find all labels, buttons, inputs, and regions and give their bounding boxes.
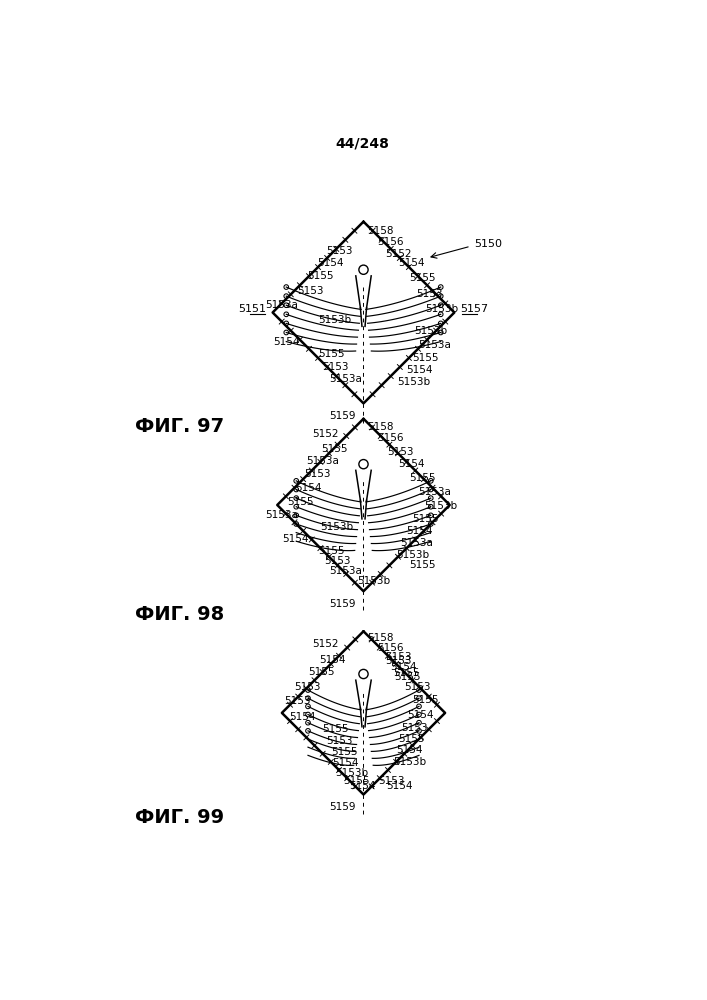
Text: 5159: 5159 (329, 599, 356, 609)
Text: 5155: 5155 (343, 776, 370, 786)
Text: 5154: 5154 (396, 745, 423, 755)
Text: 5154: 5154 (274, 337, 300, 347)
Text: 5153a: 5153a (265, 300, 298, 310)
Text: 5153: 5153 (284, 696, 310, 706)
Text: 5153b: 5153b (396, 550, 429, 560)
Text: 5153b: 5153b (320, 522, 354, 532)
Text: 5155: 5155 (393, 668, 419, 678)
Text: 5154: 5154 (296, 483, 322, 493)
Text: 5153: 5153 (401, 723, 428, 733)
Text: 5155: 5155 (409, 273, 436, 283)
Text: 5155: 5155 (411, 514, 438, 524)
Text: 5153a: 5153a (265, 510, 298, 520)
Text: 5155: 5155 (399, 734, 425, 744)
Text: 5153: 5153 (387, 447, 414, 457)
Text: 5154: 5154 (407, 365, 433, 375)
Text: 5152: 5152 (312, 429, 339, 439)
Text: 5153b: 5153b (414, 326, 448, 336)
Text: ФИГ. 97: ФИГ. 97 (135, 417, 224, 436)
Text: 5150: 5150 (474, 239, 503, 249)
Text: 5153: 5153 (295, 682, 321, 692)
Text: 5153a: 5153a (418, 340, 451, 350)
Text: 5154: 5154 (349, 781, 375, 791)
Text: 5155: 5155 (322, 444, 348, 454)
Text: 5153a: 5153a (306, 456, 339, 466)
Text: 5158: 5158 (368, 633, 394, 643)
Text: 5159: 5159 (329, 411, 356, 421)
Text: 5154: 5154 (398, 258, 424, 268)
Text: 5153a: 5153a (418, 487, 450, 497)
Text: ФИГ. 99: ФИГ. 99 (135, 808, 224, 827)
Text: 5158: 5158 (368, 226, 394, 236)
Text: 5155: 5155 (307, 271, 334, 281)
Text: 5153: 5153 (385, 652, 411, 662)
Text: 5156: 5156 (378, 643, 404, 653)
Text: 5155: 5155 (322, 724, 349, 734)
Text: 5151: 5151 (238, 304, 267, 314)
Text: 5154: 5154 (398, 459, 424, 469)
Text: 5156: 5156 (378, 433, 404, 443)
Text: 5155: 5155 (308, 667, 335, 677)
Text: 5154: 5154 (283, 534, 309, 544)
Text: 5153: 5153 (324, 556, 351, 566)
Text: 5155: 5155 (409, 560, 436, 570)
Text: 5155: 5155 (318, 349, 344, 359)
Text: 5153: 5153 (385, 656, 411, 666)
Text: 5155: 5155 (412, 695, 439, 705)
Text: 5155: 5155 (413, 353, 439, 363)
Text: 5153b: 5153b (397, 377, 431, 387)
Text: 5154: 5154 (317, 258, 344, 268)
Text: 5153a: 5153a (401, 538, 433, 548)
Text: ФИГ. 98: ФИГ. 98 (135, 605, 224, 624)
Text: 5155: 5155 (287, 497, 313, 507)
Text: 5154: 5154 (386, 781, 413, 791)
Text: 5157: 5157 (460, 304, 489, 314)
Text: 5155: 5155 (317, 546, 344, 556)
Text: 5156: 5156 (378, 237, 404, 247)
Text: 5153b: 5153b (424, 501, 457, 511)
Text: 5153: 5153 (304, 469, 331, 479)
Text: 5153b: 5153b (335, 768, 368, 778)
Text: 5153: 5153 (378, 776, 404, 786)
Text: 44/248: 44/248 (335, 136, 389, 150)
Text: 5153b: 5153b (393, 757, 426, 767)
Text: 5153: 5153 (404, 682, 431, 692)
Text: 5155: 5155 (331, 747, 357, 757)
Text: 5155: 5155 (409, 473, 436, 483)
Text: 5152: 5152 (385, 249, 411, 259)
Text: 5153: 5153 (416, 289, 443, 299)
Text: 5153: 5153 (297, 286, 324, 296)
Text: 5153a: 5153a (329, 566, 362, 576)
Text: 5153b: 5153b (426, 304, 458, 314)
Text: 5154: 5154 (332, 758, 359, 768)
Text: 5154: 5154 (407, 710, 433, 720)
Text: 5155: 5155 (395, 672, 421, 682)
Text: 5158: 5158 (368, 422, 394, 432)
Text: 5152: 5152 (312, 639, 339, 649)
Text: 5153: 5153 (326, 736, 353, 746)
Text: 5153: 5153 (326, 246, 353, 256)
Text: 5159: 5159 (329, 802, 356, 812)
Text: 5154: 5154 (290, 712, 316, 722)
Text: 5154: 5154 (319, 655, 346, 665)
Text: 5154: 5154 (407, 526, 433, 536)
Text: 5154: 5154 (390, 662, 417, 672)
Text: 5153a: 5153a (329, 374, 362, 384)
Text: 5153b: 5153b (357, 576, 390, 586)
Text: 5153: 5153 (322, 362, 348, 372)
Text: 5153b: 5153b (318, 315, 351, 325)
